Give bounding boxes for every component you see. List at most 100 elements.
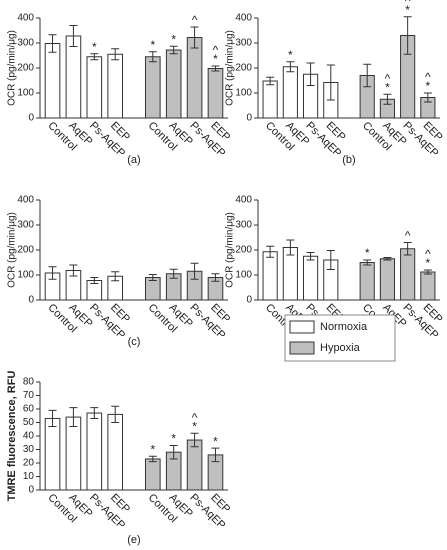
significance-marker: * xyxy=(213,52,218,66)
error-bar xyxy=(326,250,335,270)
y-tick-label: 300 xyxy=(235,220,252,231)
y-tick-label: 200 xyxy=(235,63,252,74)
significance-marker: ^ xyxy=(425,247,431,261)
significance-marker: * xyxy=(171,32,176,46)
y-tick-label: 100 xyxy=(17,270,34,281)
error-bar xyxy=(169,444,178,460)
error-bar xyxy=(383,257,392,261)
significance-marker: * xyxy=(426,256,431,270)
significance-marker: ^ xyxy=(405,0,411,8)
significance-marker: * xyxy=(426,79,431,93)
error-bar xyxy=(90,277,99,284)
bar xyxy=(165,49,182,119)
error-bar xyxy=(111,48,120,61)
significance-marker: ^ xyxy=(405,229,411,243)
significance-marker: * xyxy=(213,434,218,448)
error-bar xyxy=(48,266,57,280)
significance-marker: * xyxy=(405,3,410,17)
error-bar xyxy=(423,269,432,275)
error-bar xyxy=(286,239,295,256)
y-tick-label: 50 xyxy=(23,417,35,428)
y-axis-label: TMRE fluorescence, RFU xyxy=(6,371,18,502)
bar xyxy=(400,248,416,301)
error-bar xyxy=(363,63,372,88)
significance-marker: * xyxy=(192,419,197,433)
bar xyxy=(282,66,298,119)
y-tick-label: 200 xyxy=(235,245,252,256)
y-tick-label: 0 xyxy=(246,113,252,124)
significance-marker: ^ xyxy=(192,13,198,27)
legend-swatch xyxy=(289,341,315,355)
bar xyxy=(186,439,203,491)
error-bar xyxy=(90,53,99,61)
y-tick-label: 0 xyxy=(28,295,34,306)
error-bar xyxy=(69,264,78,277)
error-bar xyxy=(211,447,220,463)
y-tick-label: 400 xyxy=(235,195,252,206)
error-bar xyxy=(211,273,220,282)
panel-caption: (e) xyxy=(127,534,140,546)
significance-marker: ^ xyxy=(213,43,219,57)
significance-marker: * xyxy=(385,80,390,94)
significance-marker: * xyxy=(92,40,97,54)
error-bar xyxy=(383,93,392,105)
error-bar xyxy=(148,51,157,63)
significance-marker: * xyxy=(288,48,293,62)
y-tick-label: 30 xyxy=(23,444,35,455)
y-tick-label: 100 xyxy=(235,88,252,99)
error-bar xyxy=(111,405,120,423)
error-bar xyxy=(266,245,275,258)
y-tick-label: 70 xyxy=(23,390,35,401)
panel-caption: (c) xyxy=(128,336,141,348)
y-tick-label: 40 xyxy=(23,431,35,442)
bar xyxy=(186,37,203,119)
significance-marker: ^ xyxy=(192,410,198,424)
error-bar xyxy=(69,407,78,428)
y-tick-label: 20 xyxy=(23,458,35,469)
error-bar xyxy=(190,262,199,280)
y-tick-label: 100 xyxy=(17,88,34,99)
error-bar xyxy=(326,64,335,101)
error-bar xyxy=(111,271,120,282)
bar xyxy=(262,251,278,301)
error-bar xyxy=(48,409,57,428)
bar xyxy=(44,417,61,491)
y-tick-label: 300 xyxy=(17,220,34,231)
bar xyxy=(65,416,82,491)
error-bar xyxy=(363,259,372,266)
significance-marker: * xyxy=(150,442,155,456)
y-tick-label: 60 xyxy=(23,404,35,415)
significance-marker: * xyxy=(171,432,176,446)
error-bar xyxy=(48,34,57,53)
legend-label: Normoxia xyxy=(320,321,368,333)
y-tick-label: 200 xyxy=(17,245,34,256)
significance-marker: * xyxy=(150,38,155,52)
error-bar xyxy=(306,252,315,261)
error-bar xyxy=(148,455,157,463)
y-tick-label: 400 xyxy=(17,195,34,206)
bar xyxy=(107,53,124,119)
y-axis-label: OCR (pg/min/μg) xyxy=(7,212,18,288)
error-bar xyxy=(286,61,295,73)
y-tick-label: 200 xyxy=(17,63,34,74)
bar xyxy=(207,68,224,119)
panel-caption: (a) xyxy=(127,154,140,166)
significance-marker: * xyxy=(365,246,370,260)
y-tick-label: 300 xyxy=(235,38,252,49)
y-tick-label: 100 xyxy=(235,270,252,281)
error-bar xyxy=(403,16,412,55)
y-tick-label: 80 xyxy=(23,377,35,388)
y-axis-label: OCR (pg/min/μg) xyxy=(225,30,236,106)
error-bar xyxy=(211,65,220,72)
bar xyxy=(262,80,278,119)
bar xyxy=(86,412,103,491)
error-bar xyxy=(190,432,199,448)
y-tick-label: 300 xyxy=(17,38,34,49)
y-tick-label: 400 xyxy=(17,13,34,24)
error-bar xyxy=(169,268,178,279)
bar xyxy=(144,458,161,491)
bar xyxy=(107,413,124,491)
bar xyxy=(144,56,161,119)
significance-marker: ^ xyxy=(425,70,431,84)
